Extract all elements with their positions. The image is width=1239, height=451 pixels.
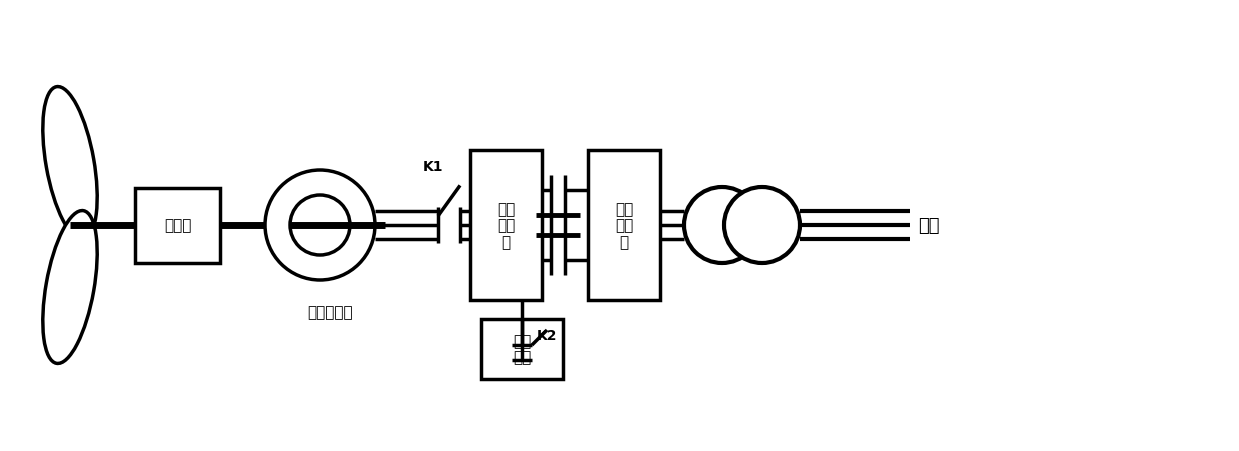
- Bar: [589, 151, 660, 300]
- Bar: [470, 151, 541, 300]
- Text: 齿轮箱: 齿轮箱: [164, 218, 191, 233]
- Text: K1: K1: [422, 160, 444, 174]
- Bar: [135, 188, 221, 263]
- Text: 异步发电机: 异步发电机: [307, 305, 353, 320]
- Text: 电网: 电网: [918, 216, 939, 235]
- Circle shape: [724, 188, 800, 263]
- Text: K2: K2: [536, 328, 558, 342]
- Circle shape: [290, 196, 349, 255]
- Ellipse shape: [43, 87, 97, 240]
- Circle shape: [684, 188, 760, 263]
- Text: 蓄电
设备: 蓄电 设备: [513, 334, 532, 365]
- Ellipse shape: [43, 211, 97, 364]
- Text: 网侧
变频
器: 网侧 变频 器: [615, 202, 633, 249]
- Text: 机侧
变频
器: 机侧 变频 器: [497, 202, 515, 249]
- Bar: [481, 319, 563, 379]
- Circle shape: [265, 170, 375, 281]
